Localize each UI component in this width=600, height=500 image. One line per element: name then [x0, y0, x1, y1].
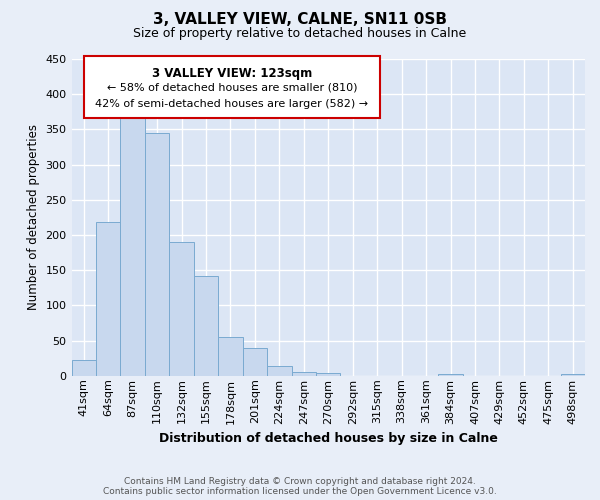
- FancyBboxPatch shape: [85, 56, 380, 118]
- Bar: [145, 133, 169, 376]
- Bar: [292, 372, 316, 376]
- Text: Contains HM Land Registry data © Crown copyright and database right 2024.: Contains HM Land Registry data © Crown c…: [124, 477, 476, 486]
- Bar: [96, 222, 121, 376]
- Bar: [169, 242, 194, 376]
- Text: 42% of semi-detached houses are larger (582) →: 42% of semi-detached houses are larger (…: [95, 98, 368, 108]
- Text: ← 58% of detached houses are smaller (810): ← 58% of detached houses are smaller (81…: [107, 83, 357, 93]
- Bar: [560, 374, 585, 376]
- Bar: [438, 374, 463, 376]
- Bar: [218, 337, 242, 376]
- X-axis label: Distribution of detached houses by size in Calne: Distribution of detached houses by size …: [159, 432, 498, 445]
- Bar: [242, 348, 267, 376]
- Text: Size of property relative to detached houses in Calne: Size of property relative to detached ho…: [133, 28, 467, 40]
- Y-axis label: Number of detached properties: Number of detached properties: [27, 124, 40, 310]
- Text: 3, VALLEY VIEW, CALNE, SN11 0SB: 3, VALLEY VIEW, CALNE, SN11 0SB: [153, 12, 447, 28]
- Text: Contains public sector information licensed under the Open Government Licence v3: Contains public sector information licen…: [103, 487, 497, 496]
- Bar: [71, 360, 96, 376]
- Bar: [267, 366, 292, 376]
- Bar: [194, 276, 218, 376]
- Bar: [316, 373, 340, 376]
- Text: 3 VALLEY VIEW: 123sqm: 3 VALLEY VIEW: 123sqm: [152, 67, 312, 80]
- Bar: [121, 112, 145, 376]
